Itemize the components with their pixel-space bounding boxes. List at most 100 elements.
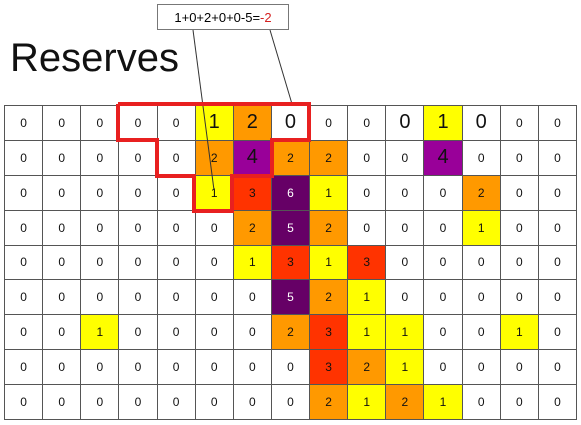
grid-cell: 0 [43,106,82,141]
grid-cell: 0 [233,280,272,316]
grid-cell: 0 [5,280,44,316]
grid-cell: 0 [462,140,501,176]
grid-cell: 3 [348,245,387,281]
grid-cell: 0 [271,106,311,141]
grid-cell: 0 [500,140,539,176]
grid-cell: 0 [538,210,577,246]
grid-cell: 0 [5,140,44,176]
grid-cell: 0 [5,106,44,141]
grid-cell: 0 [43,175,82,211]
grid-cell: 0 [424,175,463,211]
grid-cell: 2 [310,210,349,246]
grid-cell: 0 [424,315,463,351]
callout-result: -2 [260,10,272,25]
grid-cell: 2 [233,106,272,141]
grid-cell: 0 [348,106,387,141]
grid-cell: 0 [43,140,82,176]
grid-cell: 0 [157,385,196,420]
grid-cell: 0 [195,385,234,420]
grid-cell: 2 [271,140,311,176]
grid-cell: 2 [386,385,425,420]
grid-cell: 0 [157,210,196,246]
grid-cell: 0 [157,140,196,176]
grid-cell: 0 [500,385,539,420]
grid-cell: 5 [271,210,311,246]
grid-cell: 0 [43,385,82,420]
grid-cell: 0 [500,175,539,211]
grid-cell: 0 [386,140,425,176]
grid-cell: 0 [462,245,501,281]
grid-cell: 0 [462,315,501,351]
grid-cell: 0 [81,385,120,420]
grid-cell: 0 [157,245,196,281]
grid-cell: 0 [424,350,463,386]
grid-cell: 0 [5,350,44,386]
grid-cell: 1 [462,210,501,246]
grid-cell: 3 [310,350,349,386]
grid-cell: 0 [43,210,82,246]
grid-cell: 0 [43,280,82,316]
grid-cell: 1 [348,315,387,351]
grid-cell: 0 [424,280,463,316]
grid-cell: 2 [195,140,234,176]
grid-cell: 0 [5,315,44,351]
grid-cell: 0 [233,350,272,386]
grid-cell: 0 [310,106,349,141]
grid-cell: 1 [310,175,349,211]
grid-cell: 0 [119,385,158,420]
grid-cell: 0 [386,175,425,211]
grid-cell: 0 [500,280,539,316]
grid-cell: 2 [462,175,501,211]
grid-cell: 0 [538,280,577,316]
grid-cell: 0 [157,350,196,386]
grid-cell: 0 [5,175,44,211]
grid-cell: 0 [119,315,158,351]
grid-cell: 1 [500,315,539,351]
grid-cell: 0 [119,350,158,386]
grid-cell: 0 [157,106,196,141]
grid-cell: 0 [119,280,158,316]
grid-cell: 5 [271,280,311,316]
grid-cell: 0 [538,106,577,141]
grid-cell: 0 [538,140,577,176]
grid-cell: 1 [310,245,349,281]
grid-cell: 0 [233,385,272,420]
grid-cell: 1 [195,106,234,141]
grid-cell: 0 [386,280,425,316]
grid-cell: 0 [386,245,425,281]
grid-cell: 6 [271,175,311,211]
grid-cell: 0 [43,315,82,351]
grid-cell: 0 [500,210,539,246]
grid-cell: 0 [195,315,234,351]
grid-cell: 0 [462,280,501,316]
grid-cell: 0 [119,245,158,281]
grid-cell: 0 [195,210,234,246]
grid-cell: 0 [386,106,425,141]
grid-cell: 0 [500,350,539,386]
grid-cell: 1 [233,245,272,281]
grid-cell: 0 [424,245,463,281]
grid-cell: 0 [348,140,387,176]
grid-cell: 0 [119,140,158,176]
grid-cell: 4 [424,140,463,176]
grid-cell: 0 [81,210,120,246]
grid-cell: 1 [386,350,425,386]
grid-cell: 1 [195,175,234,211]
grid-cell: 0 [81,350,120,386]
grid-cell: 0 [119,106,158,141]
grid-cell: 0 [271,385,311,420]
grid-cell: 0 [348,210,387,246]
callout-leader-line-2 [269,29,293,105]
grid-cell: 1 [81,315,120,351]
grid-cell: 0 [81,140,120,176]
grid-cell: 0 [195,350,234,386]
grid-cell: 0 [43,245,82,281]
grid-cell: 1 [348,385,387,420]
callout-expression: 1+0+2+0+0-5= [174,10,261,25]
grid-cell: 3 [271,245,311,281]
grid-cell: 0 [195,245,234,281]
grid-cell: 2 [310,280,349,316]
grid-cell: 0 [81,280,120,316]
grid-cell: 1 [424,106,463,141]
